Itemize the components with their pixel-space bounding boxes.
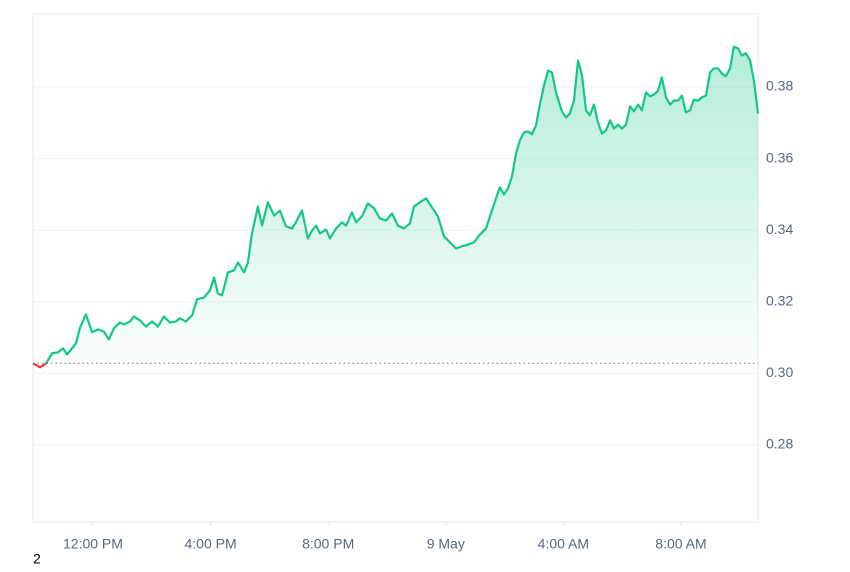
footer-note: 2 [33,551,41,567]
price-area [45,46,758,364]
x-tick-label: 4:00 PM [185,536,237,552]
price-line [32,45,760,369]
x-tick-label: 8:00 PM [302,536,354,552]
x-tick-label: 8:00 AM [655,536,706,552]
y-tick-label: 0.36 [766,149,793,165]
y-tick-label: 0.28 [766,436,793,452]
x-tick-label: 9 May [427,536,465,552]
y-tick-label: 0.32 [766,293,793,309]
y-tick-label: 0.30 [766,364,793,380]
x-tick-label: 4:00 AM [538,536,589,552]
y-tick-label: 0.34 [766,221,793,237]
y-tick-label: 0.38 [766,78,793,94]
x-tick-label: 12:00 PM [63,536,123,552]
